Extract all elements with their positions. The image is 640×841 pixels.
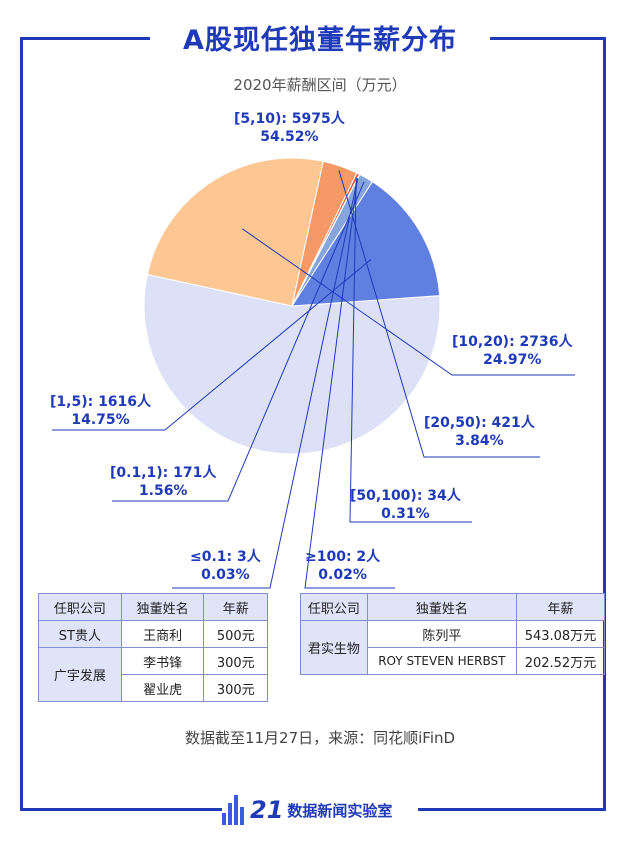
table-row: ROY STEVEN HERBST 202.52万元 [301, 647, 606, 675]
pie-slice-[10,20) [146, 157, 324, 307]
header-salary: 年薪 [203, 593, 268, 621]
leader-line-[10,20) [242, 228, 575, 376]
source-note: 数据截至11月27日，来源：同花顺iFinD [184, 729, 456, 747]
leader-line-[0.1,1) [112, 181, 365, 502]
label-0.1-1-percent: 1.56% [138, 483, 188, 499]
company-cell: 君实生物 [300, 620, 368, 675]
leader-line-≥100 [304, 178, 395, 589]
table-row: 君实生物 陈列平 543.08万元 [300, 620, 606, 675]
label-0-0.1-count: ≤0.1: 3人 [190, 549, 261, 565]
salary-cell: 500元 [203, 620, 268, 648]
label-50-100: [50,100): 34人 0.31% [350, 487, 461, 523]
header-salary: 年薪 [515, 593, 606, 621]
name-cell: 李书锋 [120, 647, 205, 675]
logo-text: 数据新闻实验室 [287, 801, 393, 820]
header-name: 独董姓名 [366, 593, 517, 621]
table-row: ST贵人 王商利 500元 [38, 620, 268, 648]
salary-cell: 300元 [203, 647, 268, 675]
salary-cell: 300元 [203, 674, 268, 702]
high-salary-table: 任职公司 独董姓名 年薪 君实生物 陈列平 543.08万元 ROY STEVE… [300, 593, 606, 675]
table-header-row: 任职公司 独董姓名 年薪 [38, 593, 268, 621]
label-50-100-count: [50,100): 34人 [350, 488, 461, 504]
header-company: 任职公司 [38, 593, 122, 621]
low-salary-table: 任职公司 独董姓名 年薪 ST贵人 王商利 500元 广宇发展 李书锋 300元… [38, 593, 268, 702]
label-0-0.1-percent: 0.03% [201, 567, 250, 583]
label-5-10-count: [5,10): 5975人 [234, 111, 345, 127]
name-cell: ROY STEVEN HERBST [366, 647, 517, 675]
header-name: 独董姓名 [120, 593, 205, 621]
table-row: 广宇发展 李书锋 300元 [38, 647, 268, 702]
pie-slice-[5,10) [143, 273, 441, 455]
leader-line-[1,5) [52, 258, 372, 431]
label-20-50-percent: 3.84% [455, 433, 504, 449]
label-20-50: [20,50): 421人 3.84% [424, 414, 535, 450]
title-banner: A股现任独董年薪分布 [150, 16, 490, 58]
company-cell: ST贵人 [38, 620, 122, 648]
salary-cell: 202.52万元 [515, 647, 606, 675]
header-company: 任职公司 [300, 593, 368, 621]
label-100-plus-count: ≥100: 2人 [305, 549, 381, 565]
pie-slice-[1,5) [291, 181, 441, 307]
logo-number: 21 [250, 796, 284, 824]
leader-line-[20,50) [338, 170, 540, 458]
table-row: 翟业虎 300元 [39, 674, 268, 702]
label-0.1-1-count: [0.1,1): 171人 [110, 465, 217, 481]
label-10-20: [10,20): 2736人 24.97% [452, 333, 573, 369]
chart-subtitle: 2020年薪酬区间（万元） [233, 76, 407, 94]
logo-bars-icon [222, 795, 244, 825]
label-100-plus: ≥100: 2人 0.02% [305, 548, 380, 584]
label-1-5-percent: 14.75% [71, 412, 130, 428]
label-20-50-count: [20,50): 421人 [424, 415, 535, 431]
table-header-row: 任职公司 独董姓名 年薪 [300, 593, 606, 621]
name-cell: 陈列平 [366, 620, 517, 648]
name-cell: 王商利 [120, 620, 205, 648]
company-cell: 广宇发展 [38, 647, 122, 702]
page-title: A股现任独董年薪分布 [183, 24, 457, 56]
label-5-10-percent: 54.52% [260, 129, 319, 145]
label-50-100-percent: 0.31% [381, 506, 430, 522]
label-1-5: [1,5): 1616人 14.75% [50, 393, 151, 429]
leader-line-≤0.1 [172, 178, 359, 589]
label-0.1-1: [0.1,1): 171人 1.56% [110, 464, 216, 500]
label-10-20-percent: 24.97% [483, 352, 542, 368]
name-cell: 翟业虎 [120, 674, 205, 702]
leader-line-[50,100) [349, 177, 472, 523]
logo: 21 数据新闻实验室 [222, 790, 418, 830]
salary-cell: 543.08万元 [515, 620, 606, 648]
label-10-20-count: [10,20): 2736人 [452, 334, 573, 350]
label-0-0.1: ≤0.1: 3人 0.03% [190, 548, 261, 584]
label-5-10: [5,10): 5975人 54.52% [234, 110, 345, 146]
label-1-5-count: [1,5): 1616人 [50, 394, 152, 410]
label-100-plus-percent: 0.02% [318, 567, 367, 583]
